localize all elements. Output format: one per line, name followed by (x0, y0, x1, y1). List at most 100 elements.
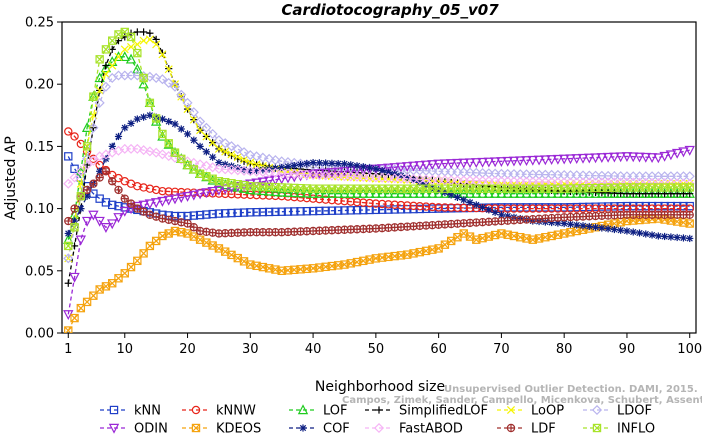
point-ldof (251, 151, 262, 162)
point-fastabod (395, 173, 407, 184)
point-loop (233, 153, 242, 162)
point-knnw (509, 204, 519, 213)
watermark-line-1: Unsupervised Outlier Detection. DAMI, 20… (444, 384, 698, 395)
point-ldof (82, 153, 93, 164)
point-lof (565, 187, 576, 198)
point-knn (302, 207, 312, 216)
point-knn (371, 205, 381, 215)
legend-marker (592, 423, 602, 433)
point-lof (163, 138, 174, 149)
point-loop (120, 45, 129, 54)
point-knnw (522, 204, 531, 213)
point-lof (282, 186, 294, 197)
point-odin (427, 160, 438, 171)
point-odin (119, 206, 130, 217)
point-knn (64, 152, 73, 161)
point-fastabod (389, 173, 400, 184)
point-knnw (541, 204, 550, 213)
point-knn (208, 209, 217, 219)
point-loop (258, 162, 267, 171)
point-lof (94, 72, 105, 83)
point-cof (347, 161, 355, 169)
point-knnw (421, 202, 431, 211)
legend-item-ldf: LDF (497, 422, 556, 434)
point-fastabod (358, 171, 369, 183)
series-line-knn (67, 156, 690, 217)
x-tick-label: 30 (242, 342, 259, 357)
point-fastabod (326, 170, 337, 181)
point-ldof (264, 153, 275, 164)
y-tick-label: 0.10 (25, 202, 54, 217)
legend-marker (373, 422, 385, 434)
point-fastabod (383, 172, 394, 184)
point-ldf (685, 210, 694, 220)
point-inflo (64, 241, 73, 251)
point-knnw (246, 190, 255, 200)
point-knnw (503, 204, 512, 213)
series-layer (63, 27, 695, 333)
point-odin (395, 162, 407, 173)
point-odin (182, 191, 193, 202)
point-knn (308, 206, 318, 216)
point-fastabod (270, 167, 281, 178)
point-cof (585, 222, 593, 231)
point-knnw (164, 187, 173, 196)
legend-label: LOF (323, 404, 348, 419)
point-cof (673, 233, 681, 242)
point-knn (202, 210, 211, 219)
point-odin (220, 184, 231, 195)
legend-marker (299, 424, 307, 432)
point-knnw (434, 203, 443, 212)
point-lof (125, 53, 137, 64)
point-odin (81, 216, 93, 227)
point-knnw (321, 195, 330, 204)
point-knnw (133, 182, 142, 191)
point-knnw (403, 201, 412, 210)
point-ldof (94, 97, 105, 108)
point-kdeos (133, 256, 142, 266)
point-odin (207, 186, 218, 197)
point-ldf (120, 194, 129, 203)
point-fastabod (320, 170, 331, 181)
point-fastabod (295, 169, 306, 180)
y-tick-label: 0.20 (25, 78, 54, 93)
point-simplifiedlof (598, 189, 606, 197)
point-lof (420, 187, 432, 198)
point-cof (177, 125, 185, 133)
point-inflo (95, 55, 104, 64)
x-tick-label: 100 (677, 342, 702, 357)
point-cof (617, 226, 625, 234)
point-cof (667, 233, 675, 241)
point-loop (114, 52, 123, 61)
y-tick-label: 0.15 (25, 140, 54, 155)
point-knn (114, 201, 123, 211)
point-cof (278, 163, 286, 172)
legend-marker (297, 404, 309, 415)
point-odin (665, 150, 677, 161)
legend-marker (191, 405, 201, 415)
point-inflo (126, 32, 136, 42)
point-ldof (88, 122, 99, 133)
watermark-line-2: Campos, Zimek, Sander, Campello, Micenko… (342, 395, 702, 406)
series-inflo (64, 27, 694, 251)
point-ldf (101, 167, 111, 176)
point-lof (584, 187, 595, 198)
point-ldf (64, 216, 73, 226)
point-odin (590, 153, 601, 164)
point-odin (414, 161, 425, 171)
point-cof (447, 191, 455, 199)
point-cof (453, 193, 462, 202)
point-cof (328, 159, 336, 167)
legend-label: INFLO (617, 422, 655, 434)
x-tick-label: 70 (493, 342, 510, 357)
point-knn (315, 206, 324, 216)
point-odin (383, 163, 394, 174)
point-knn (252, 208, 261, 217)
point-knnw (352, 197, 362, 207)
point-odin (609, 152, 620, 163)
legend-marker (506, 423, 516, 433)
point-fastabod (314, 170, 325, 181)
point-odin (452, 158, 463, 169)
point-simplifiedlof (146, 29, 154, 37)
point-odin (615, 152, 626, 163)
